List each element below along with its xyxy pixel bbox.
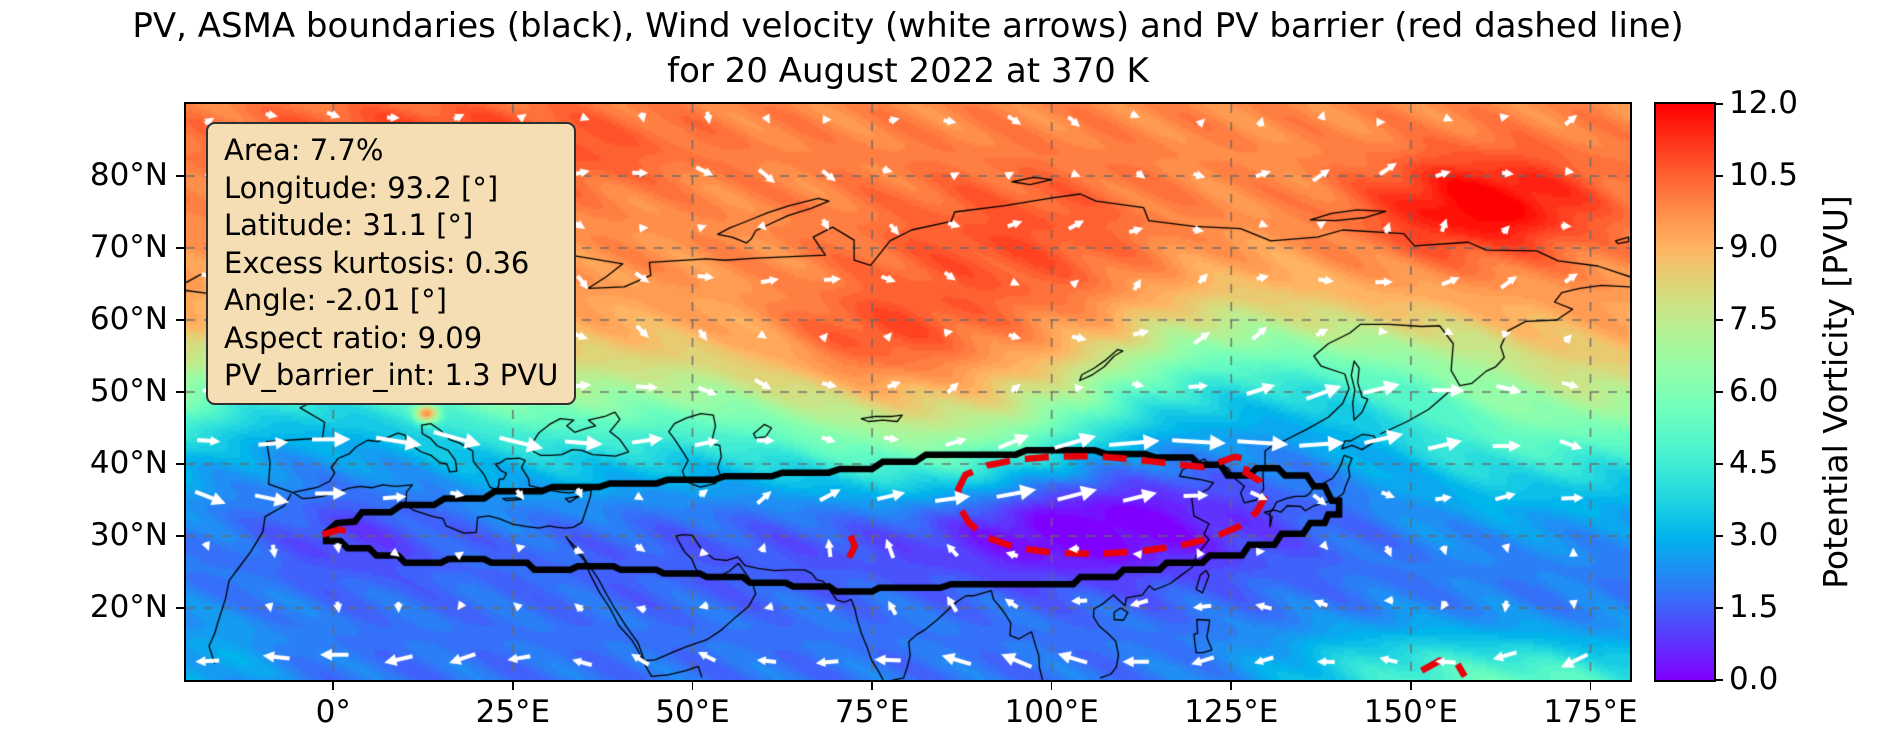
y-tick-mark bbox=[176, 463, 186, 465]
colorbar-axis-label: Potential Vorticity [PVU] bbox=[1816, 195, 1855, 589]
colorbar-tick-mark bbox=[1714, 607, 1723, 609]
colorbar-tick-mark bbox=[1714, 175, 1723, 177]
stat-area: Area: 7.7% bbox=[224, 133, 384, 167]
x-tick-mark bbox=[1230, 680, 1233, 690]
colorbar-canvas bbox=[1656, 104, 1714, 680]
x-tick-label: 50°E bbox=[655, 694, 730, 730]
x-tick-label: 150°E bbox=[1363, 694, 1458, 730]
colorbar-tick-label: 0.0 bbox=[1729, 661, 1779, 697]
x-tick-mark bbox=[871, 680, 873, 690]
x-tick-label: 25°E bbox=[475, 694, 551, 730]
x-tick-label: 100°E bbox=[1004, 694, 1099, 730]
x-tick-label: 125°E bbox=[1184, 694, 1279, 730]
colorbar-tick-label: 3.0 bbox=[1729, 517, 1779, 553]
colorbar-tick-mark bbox=[1714, 391, 1723, 393]
y-tick-mark bbox=[176, 175, 186, 177]
y-tick-label: 60°N bbox=[89, 301, 168, 337]
y-tick-mark bbox=[176, 247, 186, 249]
stat-longitude: Longitude: 93.2 [°] bbox=[224, 170, 499, 205]
y-tick-label: 30°N bbox=[89, 517, 168, 553]
colorbar-tick-label: 9.0 bbox=[1729, 229, 1779, 265]
stat-latitude: Latitude: 31.1 [°] bbox=[224, 208, 474, 242]
x-tick-label: 75°E bbox=[834, 694, 910, 730]
colorbar-tick-label: 6.0 bbox=[1729, 373, 1779, 409]
x-tick-mark bbox=[1050, 680, 1053, 690]
figure-title-line2: for 20 August 2022 at 370 K bbox=[667, 51, 1149, 91]
stat-angle: Angle: -2.01 [°] bbox=[224, 283, 447, 317]
colorbar-tick-label: 4.5 bbox=[1729, 445, 1779, 481]
x-tick-label: 0° bbox=[315, 694, 351, 730]
x-tick-mark bbox=[691, 680, 694, 690]
colorbar-tick-mark bbox=[1714, 319, 1723, 321]
x-tick-mark bbox=[512, 680, 514, 690]
figure-title-line1: PV, ASMA boundaries (black), Wind veloci… bbox=[132, 6, 1684, 46]
x-tick-mark bbox=[1410, 680, 1412, 690]
y-tick-label: 80°N bbox=[89, 157, 168, 193]
colorbar-tick-label: 10.5 bbox=[1729, 157, 1799, 193]
y-tick-mark bbox=[176, 535, 186, 537]
stat-pv-barrier-int: PV_barrier_int: 1.3 PVU bbox=[224, 358, 559, 392]
y-tick-mark bbox=[176, 391, 186, 393]
colorbar-tick-label: 7.5 bbox=[1729, 301, 1779, 337]
colorbar-tick-mark bbox=[1714, 679, 1723, 681]
y-tick-label: 40°N bbox=[89, 445, 168, 481]
colorbar-tick-mark bbox=[1714, 103, 1723, 105]
colorbar-tick-mark bbox=[1714, 463, 1723, 465]
stat-aspect-ratio: Aspect ratio: 9.09 bbox=[224, 320, 483, 355]
x-tick-mark bbox=[1589, 680, 1592, 690]
y-tick-label: 50°N bbox=[89, 373, 168, 409]
colorbar-tick-label: 1.5 bbox=[1729, 589, 1779, 625]
stats-info-box: Area: 7.7% Longitude: 93.2 [°] Latitude:… bbox=[206, 122, 577, 405]
colorbar-tick-label: 12.0 bbox=[1729, 85, 1799, 121]
y-tick-label: 70°N bbox=[89, 229, 168, 265]
figure-title: PV, ASMA boundaries (black), Wind veloci… bbox=[0, 4, 1816, 94]
x-tick-label: 175°E bbox=[1543, 694, 1638, 730]
x-tick-mark bbox=[332, 680, 335, 690]
y-tick-mark bbox=[176, 319, 186, 321]
colorbar-tick-mark bbox=[1714, 535, 1723, 537]
stat-excess-kurtosis: Excess kurtosis: 0.36 bbox=[224, 245, 530, 280]
y-tick-mark bbox=[176, 607, 186, 609]
y-tick-label: 20°N bbox=[89, 589, 168, 625]
colorbar-tick-mark bbox=[1714, 247, 1723, 249]
